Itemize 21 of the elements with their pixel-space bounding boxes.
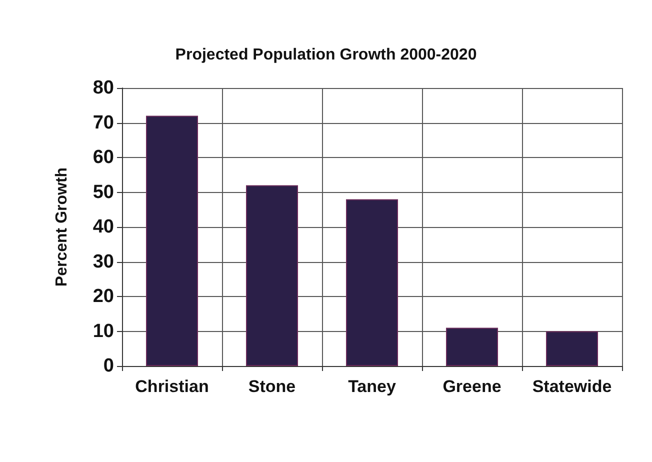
bar xyxy=(346,199,398,366)
bar xyxy=(146,116,198,366)
y-tick-label: 20 xyxy=(92,286,114,307)
bar xyxy=(246,185,298,366)
y-tick-label: 60 xyxy=(92,147,114,168)
x-tick-label: Greene xyxy=(442,377,502,396)
y-tick-label: 0 xyxy=(103,356,114,376)
x-tick-label: Statewide xyxy=(532,377,612,396)
y-tick-label: 70 xyxy=(92,112,114,134)
bar xyxy=(546,331,598,366)
y-tick-label: 50 xyxy=(92,182,114,203)
chart-title: Projected Population Growth 2000-2020 xyxy=(175,46,477,64)
y-tick-label: 80 xyxy=(92,78,114,98)
x-tick-label: Stone xyxy=(248,377,296,396)
y-axis-title: Percent Growth xyxy=(54,167,70,287)
x-tick-label: Taney xyxy=(348,377,396,396)
y-tick-label: 30 xyxy=(92,251,114,272)
bar xyxy=(446,328,498,366)
y-tick-label: 10 xyxy=(92,320,114,342)
y-tick-label: 40 xyxy=(92,216,114,238)
x-tick-label: Christian xyxy=(135,377,209,396)
